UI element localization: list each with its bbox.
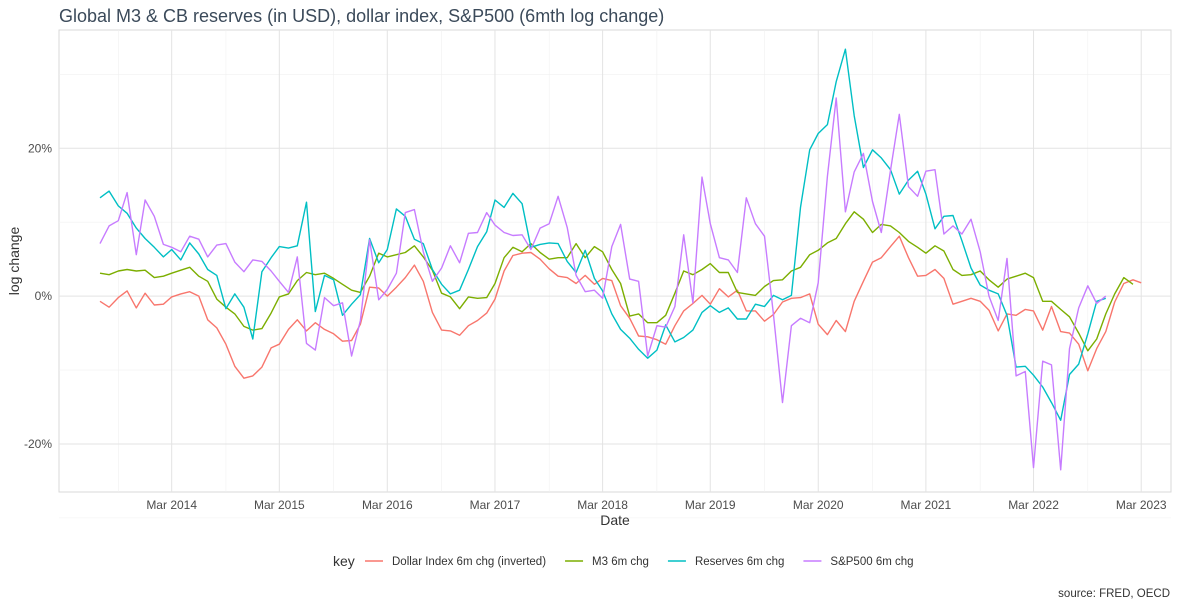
caption: source: FRED, OECD	[1058, 588, 1170, 600]
x-tick-label: Mar 2019	[685, 498, 736, 512]
x-tick-label: Mar 2021	[901, 498, 952, 512]
plot-panel	[58, 29, 1172, 493]
legend-title: key	[333, 553, 355, 569]
x-tick-label: Mar 2014	[146, 498, 197, 512]
y-axis: -20% 0% 20%	[24, 141, 52, 451]
x-tick-label: Mar 2018	[577, 498, 628, 512]
x-axis-label: Date	[600, 512, 630, 528]
x-tick-label: Mar 2016	[362, 498, 413, 512]
grid	[59, 30, 1171, 519]
series-line	[99, 211, 1134, 352]
series-line	[99, 97, 1107, 471]
series-line	[99, 48, 1107, 421]
series-lines	[99, 48, 1142, 471]
y-tick-label: 0%	[35, 289, 53, 303]
legend-item-label: S&P500 6m chg	[830, 556, 913, 568]
x-tick-label: Mar 2020	[793, 498, 844, 512]
legend-item-label: Dollar Index 6m chg (inverted)	[392, 556, 546, 568]
legend-item-label: M3 6m chg	[592, 556, 649, 568]
y-axis-label: log change	[6, 227, 22, 296]
y-tick-label: 20%	[28, 141, 52, 155]
legend-item-label: Reserves 6m chg	[695, 556, 784, 568]
x-tick-label: Mar 2015	[254, 498, 305, 512]
legend: key Dollar Index 6m chg (inverted) M3 6m …	[333, 553, 914, 569]
chart-title: Global M3 & CB reserves (in USD), dollar…	[59, 6, 664, 26]
x-tick-label: Mar 2017	[470, 498, 521, 512]
y-tick-label: -20%	[24, 437, 52, 451]
series-line	[99, 235, 1142, 379]
x-axis: Mar 2014 Mar 2015 Mar 2016 Mar 2017 Mar 2018…	[146, 498, 1167, 512]
x-tick-label: Mar 2023	[1116, 498, 1167, 512]
x-tick-label: Mar 2022	[1008, 498, 1059, 512]
